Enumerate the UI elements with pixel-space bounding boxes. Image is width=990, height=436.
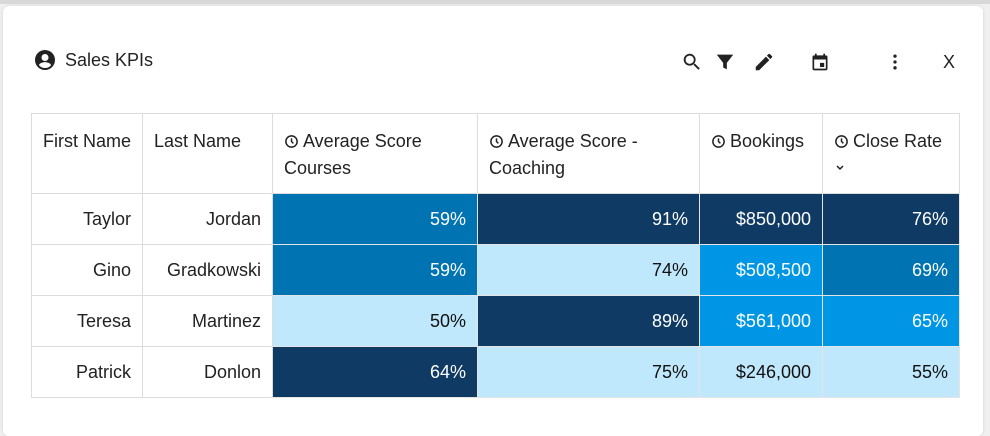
table-cell: Martinez — [142, 295, 273, 347]
table-cell: Teresa — [31, 295, 143, 347]
filter-button[interactable] — [713, 50, 737, 74]
table-row: Patrick Donlon 64% 75% $246,000 55% — [31, 346, 960, 398]
widget-title-text: Sales KPIs — [65, 49, 154, 70]
search-icon — [683, 53, 700, 70]
column-header-label: Average Score Courses — [284, 131, 422, 178]
kpi-table: First Name Last Name Average Score Courses… — [31, 113, 960, 398]
edit-icon — [755, 53, 773, 71]
column-header-label: Close Rate — [853, 131, 943, 151]
calendar-icon — [812, 53, 828, 71]
table-cell: $561,000 — [699, 295, 823, 347]
search-button[interactable] — [680, 50, 704, 74]
column-header[interactable]: Bookings — [699, 113, 823, 194]
column-header[interactable]: Close Rate — [822, 113, 960, 194]
table-cell: Jordan — [142, 193, 273, 245]
more-options-button[interactable] — [883, 50, 907, 74]
clock-icon — [712, 135, 725, 148]
table-row: Gino Gradkowski 59% 74% $508,500 69% — [31, 244, 960, 296]
table-cell: 65% — [822, 295, 960, 347]
widget-card: Sales KPIs X First Name Last Name Average … — [3, 6, 983, 436]
table-cell: 59% — [272, 244, 478, 296]
clock-icon — [835, 135, 848, 148]
table-header-row: First Name Last Name Average Score Courses… — [31, 113, 960, 194]
table-cell: 55% — [822, 346, 960, 398]
user-circle-icon — [35, 50, 55, 70]
table-cell: $246,000 — [699, 346, 823, 398]
top-bar — [0, 0, 990, 4]
column-header[interactable]: Average Score - Coaching — [477, 113, 700, 194]
table-cell: $508,500 — [699, 244, 823, 296]
widget-title: Sales KPIs — [33, 48, 153, 72]
table-cell: Gradkowski — [142, 244, 273, 296]
close-button[interactable]: X — [942, 51, 955, 72]
table-cell: 75% — [477, 346, 700, 398]
table-cell: 50% — [272, 295, 478, 347]
table-cell: Patrick — [31, 346, 143, 398]
column-header-label: Last Name — [154, 131, 242, 151]
table-cell: Taylor — [31, 193, 143, 245]
more-vertical-icon — [893, 54, 897, 70]
calendar-button[interactable] — [808, 50, 832, 74]
clock-icon — [285, 135, 298, 148]
table-cell: 64% — [272, 346, 478, 398]
table-cell: 69% — [822, 244, 960, 296]
sort-descending-icon[interactable] — [834, 162, 846, 174]
clock-icon — [490, 135, 503, 148]
table-cell: $850,000 — [699, 193, 823, 245]
column-header[interactable]: Last Name — [142, 113, 273, 194]
edit-button[interactable] — [752, 50, 776, 74]
filter-icon — [716, 54, 734, 70]
table-cell: 59% — [272, 193, 478, 245]
table-cell: 76% — [822, 193, 960, 245]
table-cell: Donlon — [142, 346, 273, 398]
column-header[interactable]: Average Score Courses — [272, 113, 478, 194]
column-header[interactable]: First Name — [31, 113, 143, 194]
column-header-label: First Name — [43, 131, 132, 151]
table-cell: Gino — [31, 244, 143, 296]
table-cell: 91% — [477, 193, 700, 245]
widget-toolbar: X — [3, 50, 983, 74]
table-row: Teresa Martinez 50% 89% $561,000 65% — [31, 295, 960, 347]
table-cell: 74% — [477, 244, 700, 296]
column-header-label: Average Score - Coaching — [489, 131, 638, 178]
table-cell: 89% — [477, 295, 700, 347]
column-header-label: Bookings — [730, 131, 805, 151]
table-row: Taylor Jordan 59% 91% $850,000 76% — [31, 193, 960, 245]
